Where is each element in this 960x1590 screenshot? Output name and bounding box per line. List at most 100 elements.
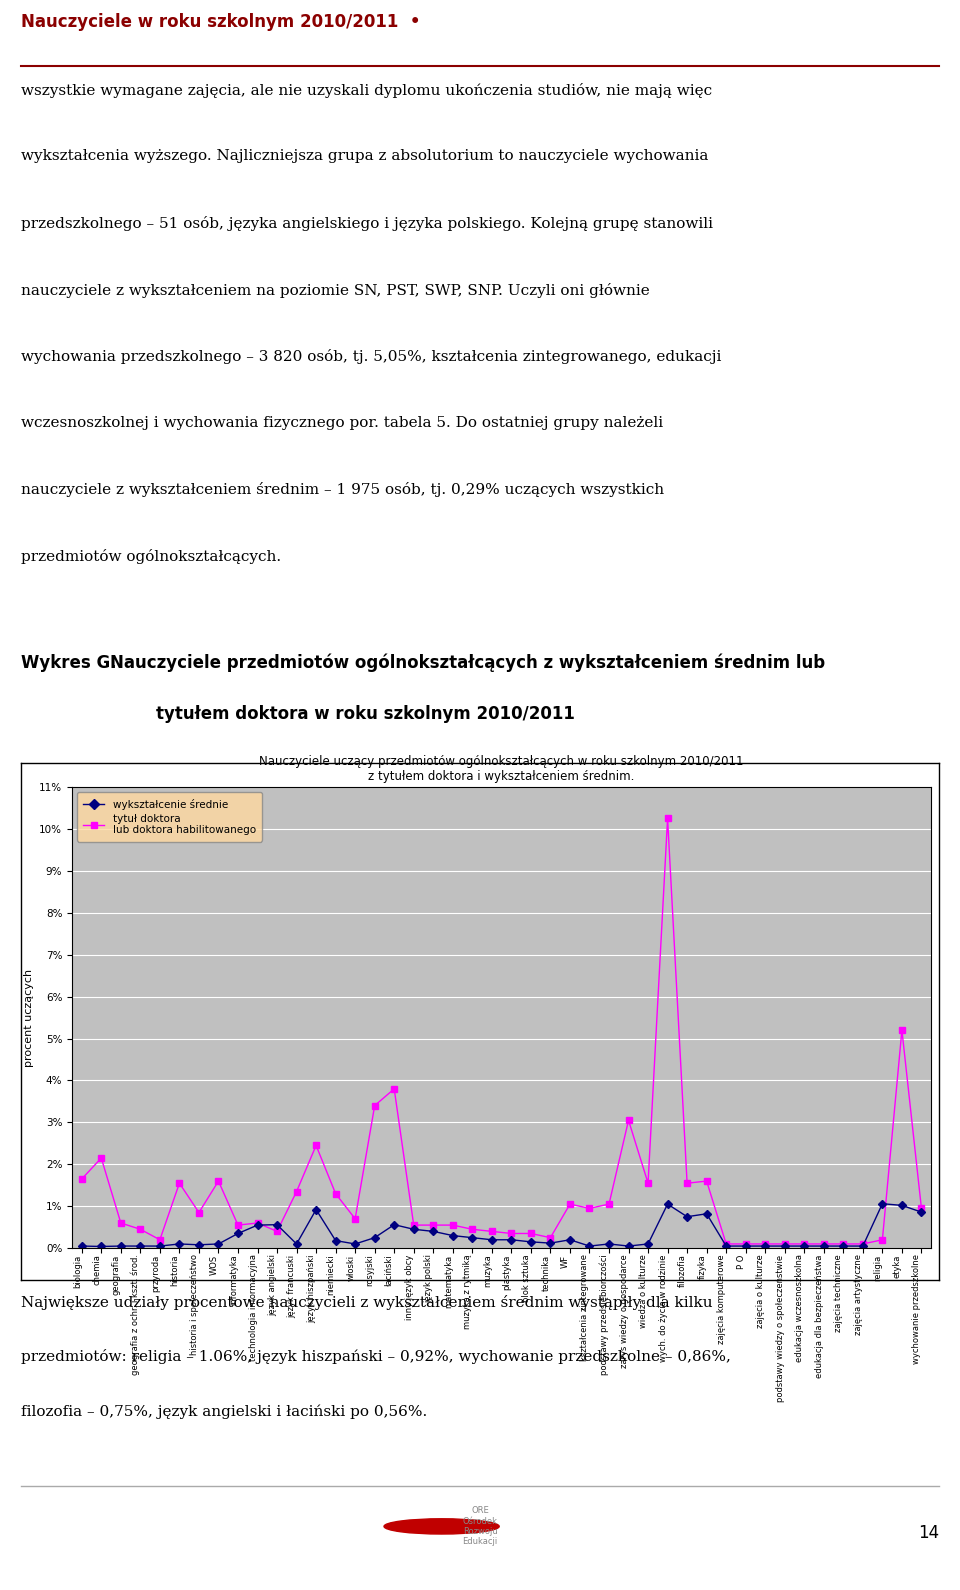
tytuł doktora
lub doktora habilitowanego <box>447 1215 459 1234</box>
Line: wykształcenie średnie: wykształcenie średnie <box>79 1200 924 1250</box>
tytuł doktora
lub doktora habilitowanego <box>155 1231 166 1250</box>
tytuł doktora
lub doktora habilitowanego <box>96 1148 108 1167</box>
Text: Wykres G.: Wykres G. <box>21 653 117 673</box>
wykształcenie średnie <box>818 1237 829 1256</box>
tytuł doktora
lub doktora habilitowanego <box>896 1021 907 1040</box>
wykształcenie średnie <box>759 1237 771 1256</box>
tytuł doktora
lub doktora habilitowanego <box>876 1231 888 1250</box>
tytuł doktora
lub doktora habilitowanego <box>584 1199 595 1218</box>
tytuł doktora
lub doktora habilitowanego <box>857 1234 869 1253</box>
tytuł doktora
lub doktora habilitowanego <box>486 1221 497 1240</box>
wykształcenie średnie <box>427 1221 439 1240</box>
wykształcenie średnie <box>661 1194 673 1213</box>
wykształcenie średnie <box>584 1237 595 1256</box>
tytuł doktora
lub doktora habilitowanego <box>134 1220 146 1239</box>
tytuł doktora
lub doktora habilitowanego <box>389 1080 400 1099</box>
wykształcenie średnie <box>506 1231 517 1250</box>
wykształcenie średnie <box>642 1234 654 1253</box>
tytuł doktora
lub doktora habilitowanego <box>701 1172 712 1191</box>
tytuł doktora
lub doktora habilitowanego <box>682 1173 693 1192</box>
wykształcenie średnie <box>447 1226 459 1245</box>
wykształcenie średnie <box>467 1227 478 1247</box>
wykształcenie średnie <box>603 1234 614 1253</box>
wykształcenie średnie <box>174 1234 185 1253</box>
tytuł doktora
lub doktora habilitowanego <box>603 1194 614 1213</box>
wykształcenie średnie <box>310 1200 322 1220</box>
wykształcenie średnie <box>213 1234 225 1253</box>
Text: filozofia – 0,75%, język angielski i łaciński po 0,56%.: filozofia – 0,75%, język angielski i łac… <box>21 1404 427 1418</box>
wykształcenie średnie <box>544 1234 556 1253</box>
wykształcenie średnie <box>916 1202 927 1221</box>
Text: nauczyciele z wykształceniem średnim – 1 975 osób, tj. 0,29% uczących wszystkich: nauczyciele z wykształceniem średnim – 1… <box>21 482 664 498</box>
wykształcenie średnie <box>701 1204 712 1223</box>
tytuł doktora
lub doktora habilitowanego <box>272 1221 283 1240</box>
wykształcenie średnie <box>857 1237 869 1256</box>
tytuł doktora
lub doktora habilitowanego <box>310 1135 322 1154</box>
wykształcenie średnie <box>740 1237 752 1256</box>
Text: nauczyciele z wykształceniem na poziomie SN, PST, SWP, SNP. Uczyli oni głównie: nauczyciele z wykształceniem na poziomie… <box>21 283 650 297</box>
Title: Nauczyciele uczący przedmiotów ogólnokształcących w roku szkolnym 2010/2011
z ty: Nauczyciele uczący przedmiotów ogólnoksz… <box>259 755 744 784</box>
Text: przedmiotów ogólnokształcących.: przedmiotów ogólnokształcących. <box>21 549 281 564</box>
wykształcenie średnie <box>837 1237 849 1256</box>
tytuł doktora
lub doktora habilitowanego <box>779 1234 790 1253</box>
Text: 14: 14 <box>918 1523 939 1542</box>
wykształcenie średnie <box>408 1220 420 1239</box>
wykształcenie średnie <box>155 1237 166 1256</box>
Text: tytułem doktora w roku szkolnym 2010/2011: tytułem doktora w roku szkolnym 2010/201… <box>110 706 575 723</box>
wykształcenie średnie <box>876 1194 888 1213</box>
wykształcenie średnie <box>623 1237 635 1256</box>
wykształcenie średnie <box>193 1235 204 1255</box>
Text: wszystkie wymagane zajęcia, ale nie uzyskali dyplomu ukończenia studiów, nie maj: wszystkie wymagane zajęcia, ale nie uzys… <box>21 83 712 99</box>
Legend: wykształcenie średnie, tytuł doktora
lub doktora habilitowanego: wykształcenie średnie, tytuł doktora lub… <box>77 792 262 841</box>
wykształcenie średnie <box>349 1234 361 1253</box>
tytuł doktora
lub doktora habilitowanego <box>427 1215 439 1234</box>
tytuł doktora
lub doktora habilitowanego <box>661 809 673 828</box>
wykształcenie średnie <box>389 1215 400 1234</box>
Text: Nauczyciele przedmiotów ogólnokształcących z wykształceniem średnim lub: Nauczyciele przedmiotów ogólnokształcący… <box>110 653 826 673</box>
tytuł doktora
lub doktora habilitowanego <box>369 1096 380 1115</box>
Text: przedszkolnego – 51 osób, języka angielskiego i języka polskiego. Kolejną grupę : przedszkolnego – 51 osób, języka angiels… <box>21 216 713 231</box>
tytuł doktora
lub doktora habilitowanego <box>467 1220 478 1239</box>
wykształcenie średnie <box>369 1227 380 1247</box>
Text: Największe udziały procentowe nauczycieli z wykształceniem średnim wystąpiły dla: Największe udziały procentowe nauczyciel… <box>21 1294 712 1310</box>
tytuł doktora
lub doktora habilitowanego <box>252 1213 263 1232</box>
tytuł doktora
lub doktora habilitowanego <box>564 1194 576 1213</box>
tytuł doktora
lub doktora habilitowanego <box>818 1234 829 1253</box>
tytuł doktora
lub doktora habilitowanego <box>213 1172 225 1191</box>
tytuł doktora
lub doktora habilitowanego <box>349 1210 361 1229</box>
Text: wczesnoszkolnej i wychowania fizycznego por. tabela 5. Do ostatniej grupy należe: wczesnoszkolnej i wychowania fizycznego … <box>21 417 663 429</box>
tytuł doktora
lub doktora habilitowanego <box>916 1199 927 1218</box>
wykształcenie średnie <box>779 1237 790 1256</box>
Text: przedmiotów: religia – 1.06%, język hiszpański – 0,92%, wychowanie przedszkolne : przedmiotów: religia – 1.06%, język hisz… <box>21 1350 731 1364</box>
Text: Nauczyciele w roku szkolnym 2010/2011  •: Nauczyciele w roku szkolnym 2010/2011 • <box>21 13 420 30</box>
tytuł doktora
lub doktora habilitowanego <box>76 1170 87 1189</box>
wykształcenie średnie <box>720 1237 732 1256</box>
wykształcenie średnie <box>896 1196 907 1215</box>
wykształcenie średnie <box>232 1224 244 1243</box>
tytuł doktora
lub doktora habilitowanego <box>525 1224 537 1243</box>
wykształcenie średnie <box>799 1237 810 1256</box>
wykształcenie średnie <box>564 1231 576 1250</box>
tytuł doktora
lub doktora habilitowanego <box>174 1173 185 1192</box>
Y-axis label: procent uczących: procent uczących <box>24 968 34 1067</box>
Text: wychowania przedszkolnego – 3 820 osób, tj. 5,05%, kształcenia zintegrowanego, e: wychowania przedszkolnego – 3 820 osób, … <box>21 350 722 364</box>
wykształcenie średnie <box>525 1232 537 1251</box>
Circle shape <box>384 1518 499 1534</box>
wykształcenie średnie <box>486 1231 497 1250</box>
tytuł doktora
lub doktora habilitowanego <box>642 1173 654 1192</box>
wykształcenie średnie <box>291 1234 302 1253</box>
tytuł doktora
lub doktora habilitowanego <box>193 1204 204 1223</box>
tytuł doktora
lub doktora habilitowanego <box>232 1215 244 1234</box>
tytuł doktora
lub doktora habilitowanego <box>720 1234 732 1253</box>
Text: wykształcenia wyższego. Najliczniejsza grupa z absolutorium to nauczyciele wycho: wykształcenia wyższego. Najliczniejsza g… <box>21 149 708 164</box>
wykształcenie średnie <box>134 1237 146 1256</box>
Line: tytuł doktora
lub doktora habilitowanego: tytuł doktora lub doktora habilitowanego <box>79 816 924 1248</box>
tytuł doktora
lub doktora habilitowanego <box>740 1234 752 1253</box>
tytuł doktora
lub doktora habilitowanego <box>837 1234 849 1253</box>
tytuł doktora
lub doktora habilitowanego <box>544 1227 556 1247</box>
wykształcenie średnie <box>272 1215 283 1234</box>
tytuł doktora
lub doktora habilitowanego <box>115 1213 127 1232</box>
wykształcenie średnie <box>682 1207 693 1226</box>
tytuł doktora
lub doktora habilitowanego <box>623 1111 635 1130</box>
wykształcenie średnie <box>252 1215 263 1234</box>
